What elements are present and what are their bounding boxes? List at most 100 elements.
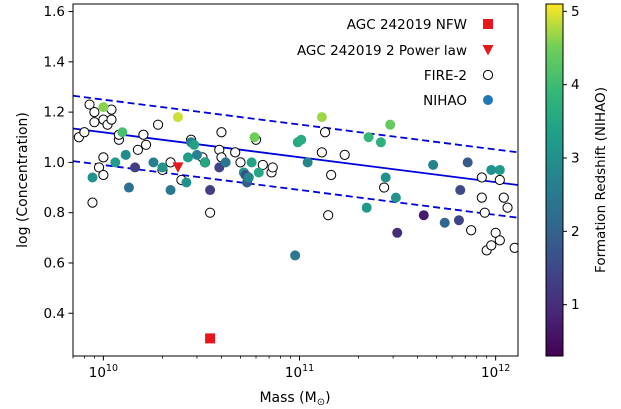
fire2-point	[98, 152, 109, 163]
nihao-point	[120, 149, 131, 160]
nihao-point	[87, 172, 98, 183]
fire2-point	[87, 197, 98, 208]
nihao-point	[148, 157, 159, 168]
legend: AGC 242019 NFW AGC 242019 2 Power law FIRE…	[297, 17, 494, 109]
legend-marker	[482, 69, 494, 81]
fire2-point	[267, 162, 278, 173]
nihao-point	[246, 157, 257, 168]
fire2-point	[79, 127, 90, 138]
colorbar-tick-label: 3	[571, 151, 580, 167]
legend-marker	[483, 95, 493, 105]
nihao-point	[439, 217, 450, 228]
colorbar-tick-label: 4	[571, 77, 580, 93]
nihao-point	[296, 134, 307, 145]
y-axis: 0.4 0.6 0.8 1.0 1.2 1.4 1.6	[44, 4, 73, 322]
legend-entry: AGC 242019 NFW	[347, 17, 493, 33]
nihao-point	[130, 162, 141, 173]
nihao-points	[87, 102, 505, 261]
x-tick-label: 1010	[89, 363, 118, 381]
nihao-point	[428, 159, 439, 170]
nihao-point	[316, 112, 327, 123]
colorbar: 1 2 3 4 5 Formation Redshift (NIHAO)	[545, 3, 609, 357]
fire2-point	[476, 172, 487, 183]
nihao-point	[462, 157, 473, 168]
fire2-point	[216, 127, 227, 138]
colorbar-label: Formation Redshift (NIHAO)	[593, 87, 609, 273]
fire2-point	[486, 240, 497, 251]
fire2-point	[323, 210, 334, 221]
legend-marker	[483, 19, 493, 29]
legend-entry: FIRE-2	[424, 68, 494, 84]
plot-frame	[72, 3, 519, 357]
nihao-point	[453, 215, 464, 226]
fire2-point	[319, 127, 331, 138]
lower-band-line	[73, 160, 518, 219]
nihao-point	[181, 177, 192, 188]
nihao-point	[455, 185, 466, 196]
legend-marker	[482, 45, 494, 56]
fire2-point	[204, 207, 216, 218]
upper-band-line	[73, 94, 518, 154]
nihao-point	[157, 162, 168, 173]
nihao-point	[117, 127, 128, 138]
fire2-point	[476, 192, 487, 203]
nihao-point	[191, 149, 202, 160]
legend-label: FIRE-2	[424, 68, 467, 84]
legend-entry: AGC 242019 2 Power law	[297, 43, 494, 59]
nihao-point	[172, 112, 183, 123]
nihao-point	[385, 119, 396, 130]
nihao-point	[375, 137, 386, 148]
fire2-point	[132, 144, 144, 155]
nihao-point	[205, 185, 216, 196]
nihao-point	[165, 185, 176, 196]
x-tick-label: 1012	[481, 363, 510, 381]
x-axis-label: Mass (M⊙)	[259, 390, 330, 408]
fire2-point	[140, 139, 152, 150]
fire2-point	[165, 157, 176, 168]
y-tick-label: 0.6	[44, 255, 65, 271]
fire2-point	[502, 202, 513, 213]
y-tick-label: 1.2	[44, 105, 65, 121]
agc-2pl-point	[172, 162, 184, 173]
nihao-point	[302, 157, 313, 168]
fire2-point	[89, 107, 100, 118]
x-tick-label: 1011	[285, 363, 314, 381]
fire2-point	[509, 242, 518, 253]
nihao-point	[390, 192, 401, 203]
fire2-point	[379, 182, 390, 193]
fire2-point	[498, 192, 509, 203]
nihao-point	[363, 132, 374, 143]
y-tick-label: 0.4	[44, 306, 65, 322]
colorbar-tick-label: 1	[571, 297, 580, 313]
agc-points	[172, 162, 216, 344]
fire2-point	[235, 157, 246, 168]
fire2-point	[230, 147, 241, 158]
nihao-point	[290, 250, 301, 261]
fire2-point	[316, 147, 327, 158]
fire2-point	[89, 117, 100, 128]
nihao-point	[98, 102, 109, 113]
nihao-point	[200, 157, 211, 168]
nihao-point	[494, 164, 505, 175]
nihao-point	[123, 182, 134, 193]
nihao-point	[380, 172, 391, 183]
y-axis-label: log (Concentration)	[15, 112, 31, 248]
y-tick-label: 1.0	[44, 155, 65, 171]
fire2-point	[106, 114, 117, 125]
x-axis: 1010 1011 1012	[72, 356, 510, 381]
fire2-point	[494, 174, 505, 186]
nihao-point	[243, 172, 254, 183]
nihao-point	[392, 227, 403, 238]
nihao-point	[486, 164, 497, 175]
fire2-point	[494, 235, 505, 246]
fire2-point	[339, 149, 350, 160]
fire2-point	[466, 225, 477, 236]
nihao-point	[361, 202, 372, 213]
legend-entry: NIHAO	[423, 93, 493, 109]
y-tick-label: 1.4	[44, 54, 65, 70]
legend-label: NIHAO	[423, 93, 467, 109]
fire2-point	[93, 162, 105, 173]
plot-area	[72, 3, 519, 357]
y-tick-label: 0.8	[44, 205, 65, 221]
